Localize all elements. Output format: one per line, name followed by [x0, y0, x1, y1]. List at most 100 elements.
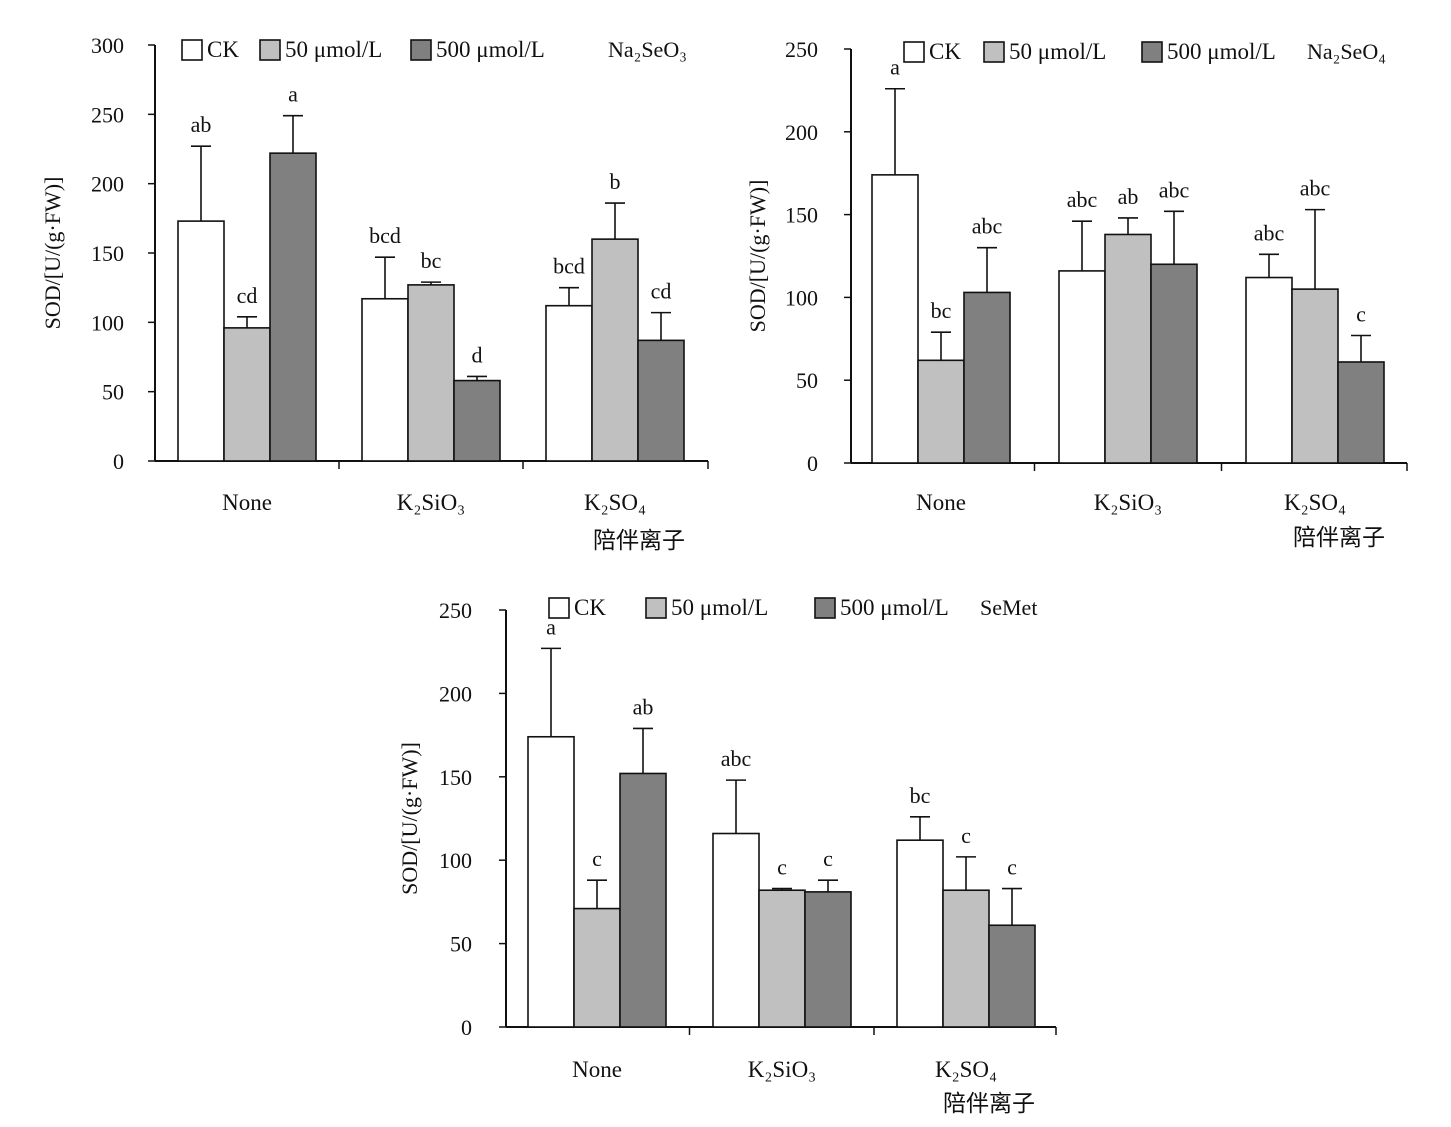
- legend-swatch: [1141, 41, 1163, 63]
- bar-500molL-2: [453, 379, 501, 462]
- legend-swatch: [903, 41, 925, 63]
- legend-label: 50 μmol/L: [1009, 39, 1106, 64]
- legend-label: 500 μmol/L: [840, 595, 949, 620]
- compound-label: Na₂SeO₃: [608, 37, 687, 62]
- bar-500molL-3: [637, 339, 685, 462]
- y-tick-label: 250: [91, 102, 124, 127]
- significance-label: a: [890, 55, 900, 80]
- legend-label: 50 μmol/L: [671, 595, 768, 620]
- category-label: None: [916, 490, 966, 515]
- bar-CK-1: [527, 735, 575, 1028]
- significance-label: bc: [931, 298, 952, 323]
- significance-label: abc: [721, 746, 752, 771]
- bar-50molL-3: [942, 889, 990, 1028]
- bar-500molL-3: [1337, 361, 1385, 464]
- significance-label: c: [777, 855, 787, 880]
- category-label: K₂SiO₃: [1094, 490, 1162, 515]
- category-label: K₂SO₄: [1284, 490, 1346, 515]
- y-tick-label: 0: [113, 449, 124, 474]
- y-tick-label: 100: [785, 285, 818, 310]
- significance-label: cd: [237, 283, 258, 308]
- bar-CK-2: [712, 832, 760, 1028]
- bar-500molL-2: [804, 891, 852, 1028]
- bar-500molL-1: [269, 152, 317, 462]
- legend-label: 50 μmol/L: [285, 37, 382, 62]
- significance-label: abc: [1300, 176, 1331, 201]
- significance-label: ab: [1118, 184, 1139, 209]
- significance-label: c: [1007, 855, 1017, 880]
- significance-label: c: [592, 846, 602, 871]
- significance-label: a: [288, 82, 298, 107]
- significance-label: bcd: [553, 254, 585, 279]
- y-axis-title: SOD/[U/(g·FW)]: [40, 177, 65, 330]
- category-label: None: [572, 1057, 622, 1082]
- significance-label: c: [961, 823, 971, 848]
- significance-label: ab: [191, 112, 212, 137]
- y-axis-title: SOD/[U/(g·FW)]: [397, 742, 422, 895]
- y-tick-label: 50: [102, 380, 124, 405]
- significance-label: cd: [651, 279, 672, 304]
- y-tick-label: 50: [450, 932, 472, 957]
- y-tick-label: 100: [91, 310, 124, 335]
- legend-swatch: [814, 597, 836, 619]
- bar-CK-2: [1058, 270, 1106, 464]
- y-tick-label: 200: [439, 681, 472, 706]
- bar-500molL-2: [1150, 263, 1198, 464]
- bar-50molL-3: [591, 238, 639, 462]
- compound-label: SeMet: [980, 595, 1037, 620]
- x-axis-title: 陪伴离子: [593, 528, 685, 553]
- x-axis-title: 陪伴离子: [1293, 525, 1385, 550]
- y-tick-label: 150: [439, 765, 472, 790]
- y-tick-label: 100: [439, 848, 472, 873]
- significance-label: b: [610, 169, 621, 194]
- significance-label: abc: [1254, 220, 1285, 245]
- x-axis-title: 陪伴离子: [943, 1091, 1035, 1116]
- y-tick-label: 50: [796, 368, 818, 393]
- bar-CK-3: [896, 839, 944, 1028]
- significance-label: ab: [633, 694, 654, 719]
- bar-CK-3: [1245, 276, 1293, 464]
- category-label: K₂SO₄: [584, 490, 646, 515]
- chart-panel-3: 0 50 100 150 200 250 SOD/[U/(g·FW)] a c ab None abc…: [397, 595, 1057, 1116]
- y-tick-label: 0: [461, 1015, 472, 1040]
- significance-label: abc: [1159, 177, 1190, 202]
- bar-50molL-1: [917, 359, 965, 464]
- significance-label: abc: [1067, 187, 1098, 212]
- bar-500molL-1: [619, 772, 667, 1028]
- significance-label: d: [472, 342, 483, 367]
- bar-50molL-2: [1104, 233, 1152, 464]
- category-label: K₂SO₄: [935, 1057, 997, 1082]
- legend-swatch: [548, 597, 570, 619]
- bar-CK-3: [545, 304, 593, 462]
- category-label: K₂SiO₃: [397, 490, 465, 515]
- legend-label: CK: [207, 37, 239, 62]
- legend-label: CK: [929, 39, 961, 64]
- y-tick-label: 200: [91, 172, 124, 197]
- chart-panel-1: 0 50 100 150 200 250 300 SOD/[U/(g·FW)] ab cd a Non…: [40, 33, 709, 553]
- y-axis-title: SOD/[U/(g·FW)]: [745, 180, 770, 333]
- legend-swatch: [259, 39, 281, 61]
- bar-500molL-1: [963, 291, 1011, 464]
- legend-swatch: [181, 39, 203, 61]
- bar-50molL-2: [407, 284, 455, 462]
- significance-label: bc: [421, 248, 442, 273]
- bar-CK-1: [871, 174, 919, 464]
- y-tick-label: 250: [439, 598, 472, 623]
- chart-panel-2: 050100150200250SOD/[U/(g·FW)]abcabcNonea…: [745, 37, 1408, 550]
- significance-label: bc: [910, 783, 931, 808]
- bar-500molL-3: [988, 924, 1036, 1028]
- y-tick-label: 250: [785, 37, 818, 62]
- y-tick-label: 150: [91, 241, 124, 266]
- y-tick-label: 300: [91, 33, 124, 58]
- y-tick-label: 150: [785, 203, 818, 228]
- category-label: None: [222, 490, 272, 515]
- bar-CK-2: [361, 297, 409, 462]
- significance-label: abc: [972, 214, 1003, 239]
- bar-50molL-1: [223, 327, 271, 462]
- legend-swatch: [645, 597, 667, 619]
- bar-50molL-1: [573, 907, 621, 1028]
- bar-50molL-3: [1291, 288, 1339, 464]
- significance-label: c: [823, 846, 833, 871]
- y-tick-label: 200: [785, 120, 818, 145]
